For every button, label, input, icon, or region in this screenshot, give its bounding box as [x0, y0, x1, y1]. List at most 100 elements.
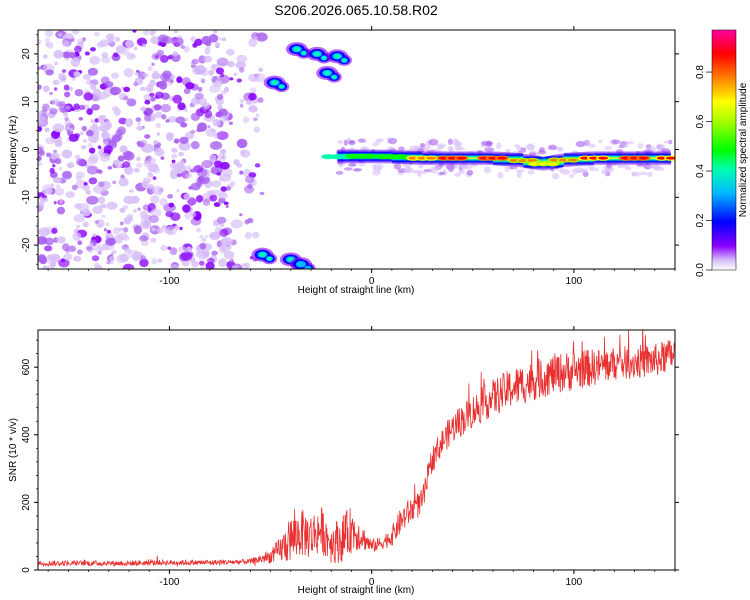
ridge-halo [601, 169, 610, 175]
noise-speckle [97, 223, 103, 228]
noise-speckle [196, 180, 203, 188]
noise-speckle [99, 152, 111, 162]
noise-speckle [186, 165, 192, 170]
noise-speckle [198, 97, 207, 107]
noise-speckle [52, 123, 65, 133]
ridge-halo [343, 139, 348, 146]
ridge-peak [665, 156, 675, 160]
noise-speckle [217, 104, 223, 111]
upper-blob-5 [326, 49, 352, 66]
ridge-halo [588, 143, 596, 148]
noise-speckle [220, 148, 227, 154]
noise-speckle [94, 220, 100, 224]
noise-speckle [199, 242, 207, 250]
noise-speckle [80, 40, 84, 45]
noise-speckle [61, 149, 73, 159]
noise-speckle [226, 48, 235, 56]
ridge-halo [428, 138, 439, 146]
noise-speckle [170, 79, 174, 84]
noise-speckle [107, 36, 114, 44]
noise-speckle [229, 77, 234, 81]
noise-speckle [254, 36, 258, 41]
noise-speckle [126, 98, 137, 107]
noise-speckle [144, 107, 153, 114]
noise-speckle [79, 131, 84, 136]
noise-speckle [167, 193, 174, 199]
colorbar-tick-label: 0.0 [695, 263, 706, 277]
ridge-halo [437, 166, 442, 171]
noise-speckle [123, 154, 131, 160]
ridge-halo [419, 143, 425, 148]
snr-x-tick-label: -100 [159, 577, 179, 588]
noise-speckle [151, 258, 158, 265]
noise-speckle [202, 198, 211, 206]
noise-speckle [162, 36, 173, 44]
ridge-halo [576, 169, 585, 173]
noise-speckle [196, 128, 202, 133]
ridge-halo [527, 170, 535, 175]
noise-speckle [90, 47, 96, 52]
noise-speckle [184, 131, 195, 140]
noise-speckle [140, 240, 149, 247]
noise-speckle [81, 125, 88, 132]
spectrogram-y-tick-label: 0 [21, 146, 32, 152]
snr-x-tick: -100 [159, 326, 180, 588]
noise-speckle [139, 210, 148, 219]
noise-speckle [80, 145, 87, 150]
noise-speckle [243, 185, 255, 194]
noise-speckle [53, 87, 58, 91]
noise-speckle [186, 246, 193, 253]
ridge-halo [458, 169, 465, 175]
noise-speckle [101, 214, 106, 219]
noise-speckle [97, 196, 106, 205]
ridge-peak [456, 156, 467, 160]
noise-speckle [74, 203, 82, 209]
noise-speckle [66, 162, 75, 169]
ridge-halo [539, 146, 545, 153]
ridge-segment [452, 151, 493, 166]
noise-speckle [212, 30, 218, 34]
colorbar: 0.0 0.2 0.4 0.6 0.8 Normalized spectral ampl… [695, 29, 749, 277]
noise-speckle [156, 227, 164, 234]
noise-speckle [239, 103, 244, 108]
noise-speckle [42, 265, 49, 269]
noise-speckle [42, 85, 50, 93]
noise-speckle [198, 260, 205, 266]
spectrogram-y-tick-label: 10 [21, 96, 32, 108]
snr-y-tick: 200 [21, 494, 679, 511]
noise-speckle [133, 209, 137, 213]
noise-speckle [61, 69, 67, 73]
noise-speckle [96, 41, 106, 48]
colorbar-tick-label: 0.8 [695, 65, 706, 79]
ridge-halo [514, 144, 520, 148]
noise-speckle [216, 172, 222, 176]
spectrogram-x-ticks: -100 0 100 [47, 26, 676, 287]
noise-speckle [142, 73, 149, 78]
ridge-halo [520, 147, 527, 153]
spectrogram-y-tick-label: 20 [21, 48, 32, 60]
noise-speckle [174, 43, 179, 47]
noise-speckle [185, 82, 195, 90]
noise-speckle [53, 149, 57, 153]
noise-speckle [114, 234, 123, 244]
noise-speckle [218, 37, 223, 41]
noise-speckle [178, 141, 191, 151]
noise-speckle [184, 117, 188, 122]
noise-speckle [137, 141, 145, 148]
noise-speckle [198, 64, 205, 71]
noise-speckle [229, 258, 235, 264]
noise-speckle [216, 216, 227, 224]
noise-speckle [204, 234, 209, 239]
noise-speckle [206, 257, 215, 264]
noise-speckle [200, 266, 205, 269]
noise-speckle [155, 122, 162, 129]
noise-speckle [183, 193, 191, 201]
ridge-halo [484, 147, 495, 152]
ridge-halo [626, 141, 635, 145]
snr-y-axis-title: SNR (10 * v/v) [8, 418, 19, 482]
noise-speckle [134, 71, 139, 76]
noise-speckle [211, 250, 218, 256]
noise-speckle [233, 159, 240, 166]
noise-speckle [98, 247, 104, 252]
